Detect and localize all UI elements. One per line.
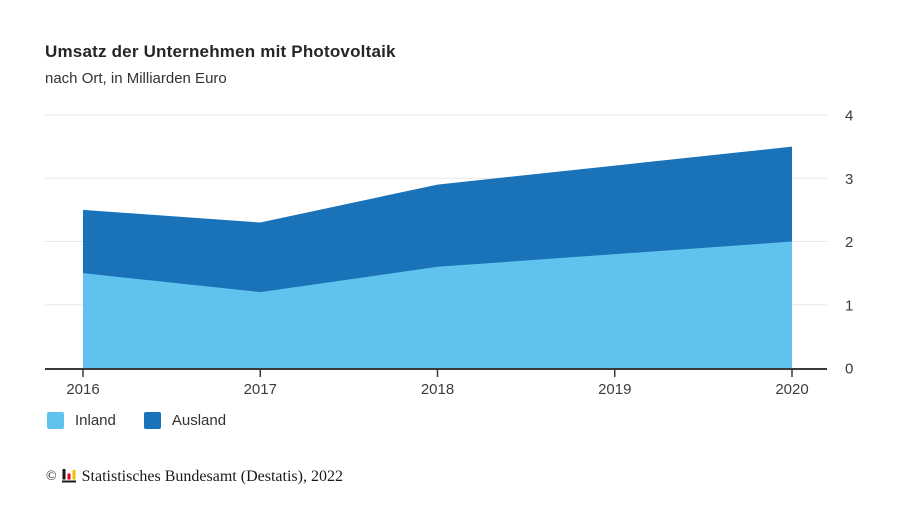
y-tick-label-0: 0 bbox=[845, 361, 853, 378]
y-tick-label-2: 2 bbox=[845, 234, 853, 251]
y-tick-label-3: 3 bbox=[845, 171, 853, 188]
stacked-area-chart: 2016 2017 2018 2019 2020 0 1 2 3 4 bbox=[45, 108, 853, 398]
chart-legend: Inland Ausland bbox=[47, 412, 226, 429]
copyright-footer: © Statistisches Bundesamt (Destatis), 20… bbox=[46, 466, 343, 487]
chart-title: Umsatz der Unternehmen mit Photovoltaik bbox=[45, 42, 396, 61]
chart-subtitle: nach Ort, in Milliarden Euro bbox=[45, 70, 227, 87]
x-tick-label-2018: 2018 bbox=[421, 381, 454, 398]
area-inland bbox=[83, 241, 792, 368]
destatis-bar-chart-icon bbox=[61, 467, 77, 488]
copyright-symbol: © bbox=[46, 468, 57, 484]
legend-item-inland: Inland bbox=[47, 412, 116, 429]
y-tick-label-4: 4 bbox=[845, 108, 853, 125]
legend-label-inland: Inland bbox=[75, 412, 116, 429]
x-tick-label-2016: 2016 bbox=[66, 381, 99, 398]
y-tick-label-1: 1 bbox=[845, 297, 853, 314]
x-tick-label-2017: 2017 bbox=[244, 381, 277, 398]
legend-item-ausland: Ausland bbox=[143, 412, 227, 429]
x-tick-label-2019: 2019 bbox=[598, 381, 631, 398]
legend-swatch-ausland bbox=[143, 412, 161, 429]
legend-label-ausland: Ausland bbox=[171, 412, 227, 429]
legend-swatch-inland bbox=[47, 412, 64, 429]
copyright-text: Statistisches Bundesamt (Destatis), 2022 bbox=[81, 467, 343, 485]
x-tick-label-2020: 2020 bbox=[775, 381, 808, 398]
